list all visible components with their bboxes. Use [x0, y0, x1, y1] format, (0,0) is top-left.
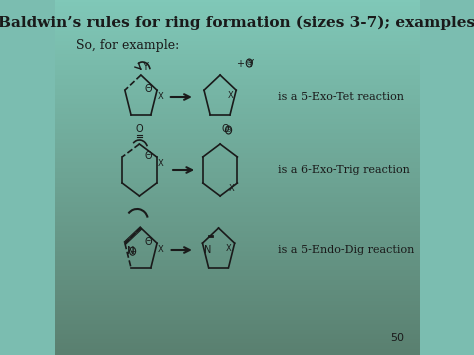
Text: X: X: [158, 92, 164, 101]
Text: Y: Y: [143, 62, 148, 72]
Text: Θ: Θ: [145, 237, 153, 247]
Text: Θ: Θ: [145, 84, 153, 94]
Text: is a 5-Exo-Tet reaction: is a 5-Exo-Tet reaction: [278, 92, 404, 102]
Text: X: X: [228, 184, 234, 193]
Text: O: O: [222, 124, 229, 134]
Text: X: X: [158, 245, 164, 254]
Text: X: X: [157, 159, 163, 168]
Text: So, for example:: So, for example:: [76, 38, 180, 51]
Text: X: X: [228, 91, 233, 100]
Text: 50: 50: [391, 333, 404, 343]
Text: O: O: [136, 124, 143, 134]
Text: X: X: [226, 244, 232, 253]
Text: is a 5-Endo-Dig reaction: is a 5-Endo-Dig reaction: [278, 245, 414, 255]
Text: + Y: + Y: [237, 59, 254, 69]
Text: Θ: Θ: [246, 60, 252, 66]
Text: +: +: [129, 247, 136, 256]
Text: N: N: [127, 246, 135, 256]
Text: Baldwin’s rules for ring formation (sizes 3-7); examples: Baldwin’s rules for ring formation (size…: [0, 16, 474, 30]
Text: N: N: [204, 245, 211, 255]
Text: Θ: Θ: [145, 151, 152, 161]
Text: Θ: Θ: [226, 127, 231, 133]
Text: is a 6-Exo-Trig reaction: is a 6-Exo-Trig reaction: [278, 165, 410, 175]
